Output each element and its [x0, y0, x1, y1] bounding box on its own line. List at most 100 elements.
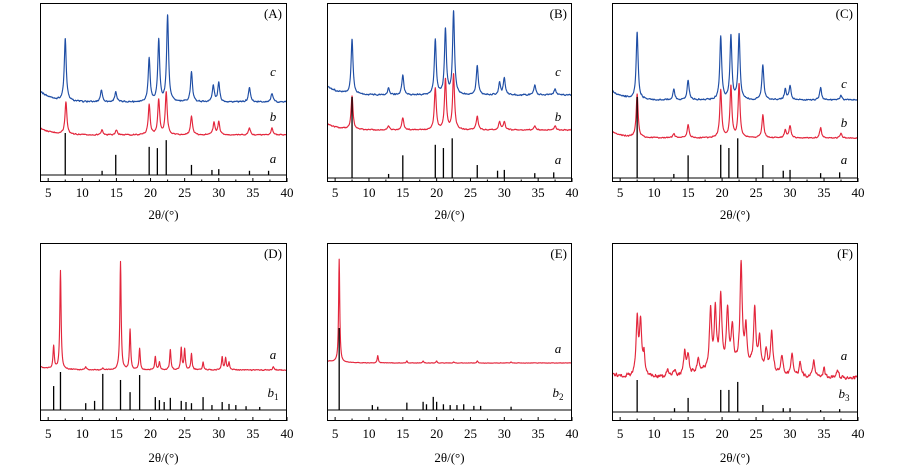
panel-b-series-c-label: c — [555, 64, 561, 79]
panel-d-series-b1-label-name: b — [268, 385, 275, 400]
panel-c-x-tick-label: 5 — [617, 185, 624, 200]
panel-c-series-a-label-name: a — [841, 152, 848, 167]
panel-c-plot-area — [612, 31, 858, 179]
panel-c-x-tick-label: 20 — [716, 185, 729, 200]
panel-f-series-a-label: a — [841, 348, 848, 363]
panel-a-series-c-label: c — [270, 64, 276, 79]
panel-a-frame — [40, 3, 287, 182]
panel-c-x-tick-label: 40 — [852, 185, 865, 200]
panel-f-frame — [612, 243, 858, 421]
panel-c-x-tick-label: 25 — [750, 185, 763, 200]
panel-b-plot-area — [327, 10, 572, 179]
panel-d-series-b1 — [40, 372, 287, 411]
panel-e-x-tick-label: 40 — [566, 426, 579, 441]
panel-e-series-a-label: a — [555, 341, 562, 356]
panel-b-x-tick-label: 5 — [332, 185, 339, 200]
panel-e-series-a — [327, 258, 572, 364]
panel-b-x-tick-label: 30 — [498, 185, 511, 200]
panel-a-x-axis-label: 2θ/(°) — [148, 207, 178, 222]
panel-c-frame — [612, 3, 858, 182]
panel-b-series-c-label-name: c — [555, 64, 561, 79]
panel-e-x-tick-label: 35 — [532, 426, 545, 441]
panel-f-x-axis-label: 2θ/(°) — [720, 450, 750, 465]
panel-d-x-tick-label: 10 — [76, 426, 89, 441]
panel-d-series-a — [40, 260, 287, 372]
panel-c-x-tick-label: 15 — [682, 185, 695, 200]
panel-e-x-tick-label: 15 — [396, 426, 409, 441]
panel-f-x-tick-label: 40 — [852, 426, 865, 441]
panel-c-x-axis-label: 2θ/(°) — [720, 207, 750, 222]
panel-a-series-a-label-name: a — [270, 151, 277, 166]
panel-d-x-tick-label: 35 — [246, 426, 259, 441]
panel-e-plot-area — [327, 258, 572, 411]
panel-b-series-a — [327, 97, 572, 179]
panel-b-x-tick-label: 35 — [532, 185, 545, 200]
panel-a-series-a — [40, 133, 287, 176]
panel-d-x-tick-label: 20 — [144, 426, 157, 441]
panel-a-series-a-label: a — [270, 151, 277, 166]
panel-f-x-tick-label: 10 — [648, 426, 661, 441]
panel-a-series-c — [40, 14, 287, 104]
panel-b-x-axis-label: 2θ/(°) — [434, 207, 464, 222]
panel-d-x-axis-label: 2θ/(°) — [148, 450, 178, 465]
panel-f-series-a-label-name: a — [841, 348, 848, 363]
panel-e-series-b2-label: b2 — [553, 385, 564, 402]
panel-e-x-tick-label: 5 — [332, 426, 339, 441]
panel-d-x-tick-label: 25 — [178, 426, 191, 441]
panel-a-x-tick-label: 20 — [144, 185, 157, 200]
panel-b-series-a-label-name: a — [555, 152, 562, 167]
panel-a-series-c-pattern — [40, 14, 287, 104]
panel-b-x-tick-label: 15 — [396, 185, 409, 200]
panel-a-series-b-label-name: b — [270, 109, 277, 124]
panel-f-x-tick-label: 25 — [750, 426, 763, 441]
panel-c-series-b-label-name: b — [841, 115, 848, 130]
panel-c-series-b — [612, 82, 858, 140]
panel-a-title: (A) — [264, 6, 282, 21]
panel-c-series-c — [612, 31, 858, 101]
panel-e-x-tick-label: 25 — [464, 426, 477, 441]
panel-f-series-b3-label-subscript: 3 — [845, 393, 850, 403]
panel-c-x-tick-label: 10 — [648, 185, 661, 200]
panel-e-series-b2-label-name: b — [553, 385, 560, 400]
panel-c-x-tick-label: 30 — [784, 185, 797, 200]
panel-b-series-c — [327, 10, 572, 97]
panel-e-x-tick-label: 20 — [430, 426, 443, 441]
panel-a: c b a 5 10 15 20 25 30 35 40 2θ/(°) (A) — [40, 3, 294, 222]
panel-b-frame — [327, 3, 572, 182]
panel-c-title: (C) — [836, 6, 853, 21]
panel-a-series-b-pattern — [40, 91, 287, 136]
panel-c-series-b-pattern — [612, 82, 858, 140]
panel-f-plot-area — [612, 259, 858, 413]
panel-b-series-b-pattern — [327, 73, 572, 132]
panel-f-x-tick-label: 35 — [818, 426, 831, 441]
panel-b-series-b-label: b — [555, 109, 562, 124]
panel-d-frame — [40, 243, 287, 421]
panel-a-plot-area — [40, 14, 287, 176]
panel-b-x-tick-label: 20 — [430, 185, 443, 200]
panel-b-series-a-label: a — [555, 152, 562, 167]
panel-d-x-tick-label: 15 — [110, 426, 123, 441]
panel-d-x-tick-label: 30 — [212, 426, 225, 441]
panel-d-x-tick-label: 5 — [45, 426, 52, 441]
panel-c-series-a — [612, 97, 858, 179]
panel-f-series-b3 — [612, 380, 858, 413]
panel-f-x-tick-label: 15 — [682, 426, 695, 441]
panel-a-series-b — [40, 91, 287, 136]
panel-c: c b a 5 10 15 20 25 30 35 40 2θ/(°) (C) — [612, 3, 865, 222]
panel-e-series-a-label-name: a — [555, 341, 562, 356]
panel-e-series-a-pattern — [327, 258, 572, 364]
panel-f-series-b3-label: b3 — [839, 386, 851, 403]
panel-e-x-axis-label: 2θ/(°) — [434, 450, 464, 465]
panel-f-x-tick-label: 5 — [617, 426, 624, 441]
panel-a-x-tick-label: 35 — [246, 185, 259, 200]
panel-e-x-tick-label: 30 — [498, 426, 511, 441]
panel-c-series-c-label-name: c — [841, 76, 847, 91]
panel-b: c b a 5 10 15 20 25 30 35 40 2θ/(°) (B) — [327, 3, 579, 222]
panel-d-plot-area — [40, 260, 287, 411]
panel-c-series-c-label: c — [841, 76, 847, 91]
panel-d-series-b1-label-subscript: 1 — [274, 392, 279, 402]
panel-e-series-b2-label-subscript: 2 — [559, 392, 564, 402]
panel-f-x-tick-label: 20 — [716, 426, 729, 441]
